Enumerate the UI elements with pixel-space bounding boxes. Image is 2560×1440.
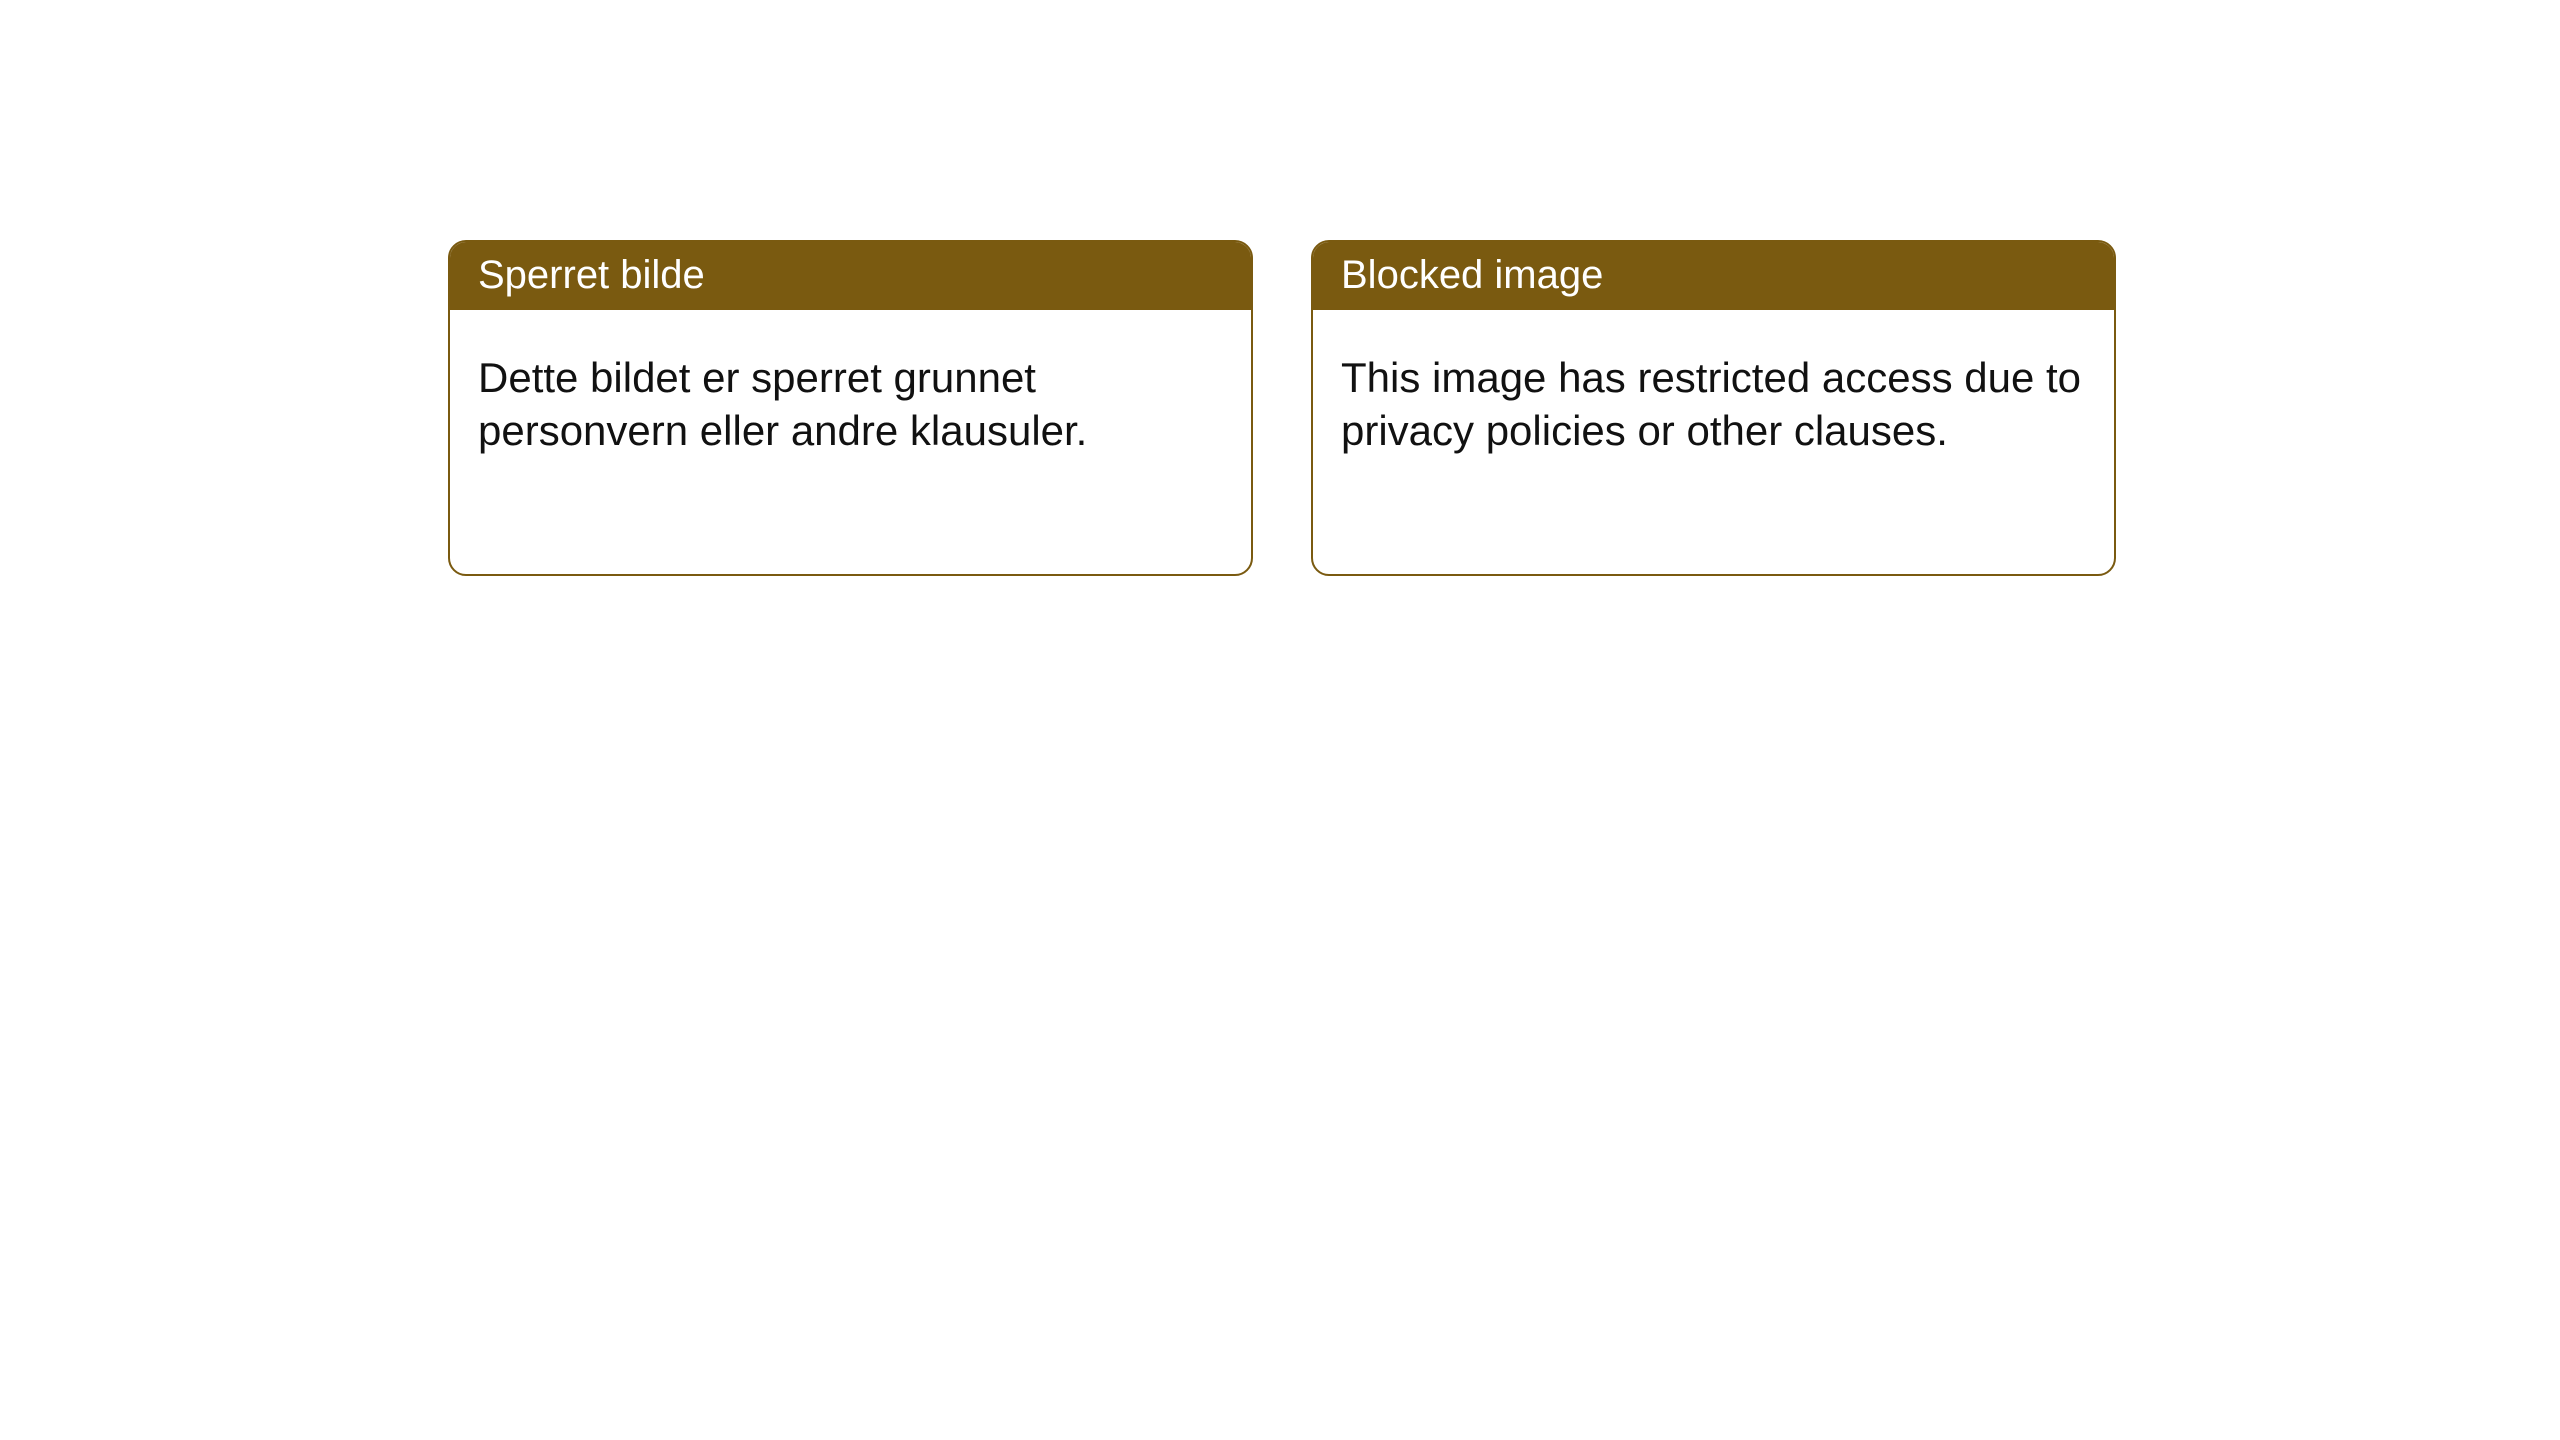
notice-body: Dette bildet er sperret grunnet personve…: [450, 310, 1251, 485]
notice-box-english: Blocked image This image has restricted …: [1311, 240, 2116, 576]
notice-box-norwegian: Sperret bilde Dette bildet er sperret gr…: [448, 240, 1253, 576]
notice-header: Sperret bilde: [450, 242, 1251, 310]
notice-container: Sperret bilde Dette bildet er sperret gr…: [0, 0, 2560, 576]
notice-header: Blocked image: [1313, 242, 2114, 310]
notice-body: This image has restricted access due to …: [1313, 310, 2114, 485]
